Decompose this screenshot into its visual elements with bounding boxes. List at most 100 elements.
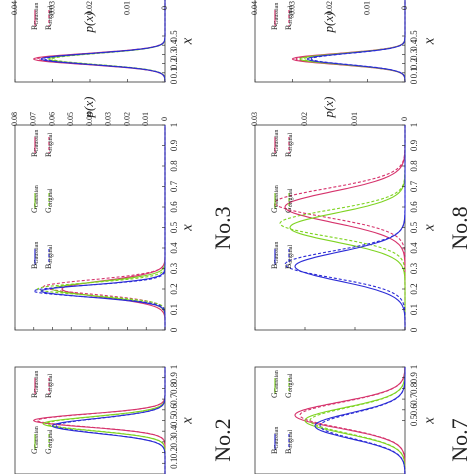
y-tick-label: 0.05 — [66, 112, 75, 126]
y-tick-label: 0.04 — [85, 112, 94, 126]
x-tick-label: 0.2 — [169, 58, 179, 69]
x-tick-label: 0.7 — [169, 180, 179, 192]
y-tick-label: 0.08 — [10, 112, 19, 126]
chart-panel-5: 00.10.20.30.40.50.60.70.80.9100.010.020.… — [250, 97, 472, 333]
series-line-g-gaussian — [304, 367, 406, 474]
chart-panel-1: 0.10.20.30.40.50.60.70.80.9 1 x No.2 RGaussi… — [14, 365, 235, 474]
chart-title: No.7 — [447, 418, 472, 461]
y-tick-label: 0 — [160, 117, 169, 121]
legend-label: Roriginal — [44, 6, 55, 30]
x-tick-label: 0.4 — [409, 242, 419, 254]
x-tick-label: 0.3 — [409, 48, 419, 60]
x-tick-label: 0.4 — [169, 39, 179, 51]
y-axis-label: p(x) — [81, 97, 96, 119]
x-tick-label: 0.4 — [169, 425, 179, 437]
x-axis-label: x — [421, 417, 437, 425]
legend-label: GGaussian — [30, 185, 41, 213]
x-tick-label: 0.5 — [409, 30, 419, 42]
x-tick-label: 0.2 — [409, 58, 419, 69]
series-line-b-original — [284, 125, 406, 330]
legend-label: BGaussian — [30, 242, 41, 269]
legend-label: Roriginal — [44, 133, 55, 157]
legend-label: RGaussian — [30, 3, 41, 30]
y-tick-label: 0.02 — [122, 112, 131, 126]
x-tick-label: 0.4 — [409, 39, 419, 51]
x-tick-label: 0 — [169, 327, 179, 332]
y-tick-label: 0.06 — [47, 112, 56, 126]
y-tick-label: 0 — [400, 117, 409, 121]
series-line-g-original — [309, 367, 406, 474]
x-tick-label: 0.7 — [409, 180, 419, 192]
series-line-r-gaussian — [284, 125, 406, 330]
x-tick-label: 0.8 — [409, 382, 419, 394]
series-line-r-original — [299, 367, 406, 474]
series-line-r-original — [42, 125, 166, 330]
chart-title: No.8 — [447, 206, 472, 249]
x-axis-label: x — [179, 224, 195, 232]
x-tick-label: 0 — [409, 79, 419, 84]
x-tick-label: 1 — [409, 365, 419, 370]
x-tick-label: 0.5 — [169, 30, 179, 42]
x-tick-label: 0.2 — [169, 447, 179, 458]
legend-label: Roriginal — [284, 6, 295, 30]
legend-label: RGaussian — [270, 3, 281, 30]
series-line-g-gaussian — [42, 367, 166, 474]
series-line-unlabeled-5 — [310, 0, 406, 82]
y-tick-label: 0.02 — [325, 1, 334, 15]
legend-label: Goriginal — [44, 188, 55, 213]
legend-label: Goriginal — [284, 188, 295, 213]
series-line-b-original — [32, 125, 166, 330]
x-tick-label: 0.8 — [169, 382, 179, 394]
legend-label: Goriginal — [284, 373, 295, 398]
x-tick-label: 0.7 — [169, 393, 179, 405]
x-axis-label: x — [179, 417, 195, 425]
x-tick-label: 0.5 — [409, 414, 419, 426]
x-tick-label: 0.8 — [409, 160, 419, 172]
y-tick-label: 0.01 — [141, 112, 150, 126]
x-tick-label: 0.6 — [169, 404, 179, 416]
series-line-g-original — [46, 367, 166, 474]
x-tick-label: 0 — [169, 79, 179, 84]
y-tick-label: 0.02 — [300, 112, 309, 126]
x-tick-label: 0.6 — [409, 201, 419, 213]
x-tick-label: 0.1 — [409, 304, 419, 315]
y-axis-label: p(x) — [81, 12, 96, 34]
series-line-g-original — [279, 125, 406, 330]
legend-label: RGaussian — [270, 130, 281, 157]
legend-label: GGaussian — [270, 185, 281, 213]
x-tick-label: 0.1 — [169, 304, 179, 315]
y-tick-label: 0.01 — [362, 1, 371, 15]
chart-title: No.2 — [210, 418, 235, 461]
y-tick-label: 0.02 — [85, 1, 94, 15]
x-tick-label: 1 — [169, 365, 179, 370]
legend-label: Goriginal — [44, 429, 55, 454]
x-tick-label: 0.3 — [169, 48, 179, 60]
series-line-r-gaussian — [294, 367, 406, 474]
x-tick-label: 0.3 — [409, 262, 419, 274]
x-tick-label: 0.4 — [169, 242, 179, 254]
y-tick-label: 0.07 — [29, 112, 38, 126]
legend-label: GGaussian — [30, 426, 41, 454]
x-tick-label: 0.6 — [169, 201, 179, 213]
y-tick-label: 0 — [160, 6, 169, 10]
series-line-g-gaussian — [289, 125, 406, 330]
x-tick-label: 0.5 — [409, 221, 419, 233]
y-tick-label: 0.01 — [350, 112, 359, 126]
x-tick-label: 0.2 — [409, 283, 419, 294]
x-axis-label: x — [179, 37, 195, 45]
y-tick-label: 0.03 — [250, 112, 259, 126]
y-tick-label: 0.01 — [122, 1, 131, 15]
legend-label: BGaussian — [270, 242, 281, 269]
series-line-unlabeled-5 — [44, 0, 166, 82]
x-tick-label: 0 — [409, 327, 419, 332]
y-axis-label: p(x) — [321, 97, 336, 119]
x-tick-label: 0.9 — [169, 372, 179, 384]
legend-label: GGaussian — [270, 370, 281, 398]
x-tick-label: 0.3 — [169, 262, 179, 274]
y-tick-label: 0.03 — [47, 1, 56, 15]
x-tick-label: 0.1 — [169, 458, 179, 469]
x-tick-label: 0.9 — [169, 139, 179, 151]
y-tick-label: 0 — [400, 6, 409, 10]
chart-title: No.3 — [210, 206, 235, 249]
